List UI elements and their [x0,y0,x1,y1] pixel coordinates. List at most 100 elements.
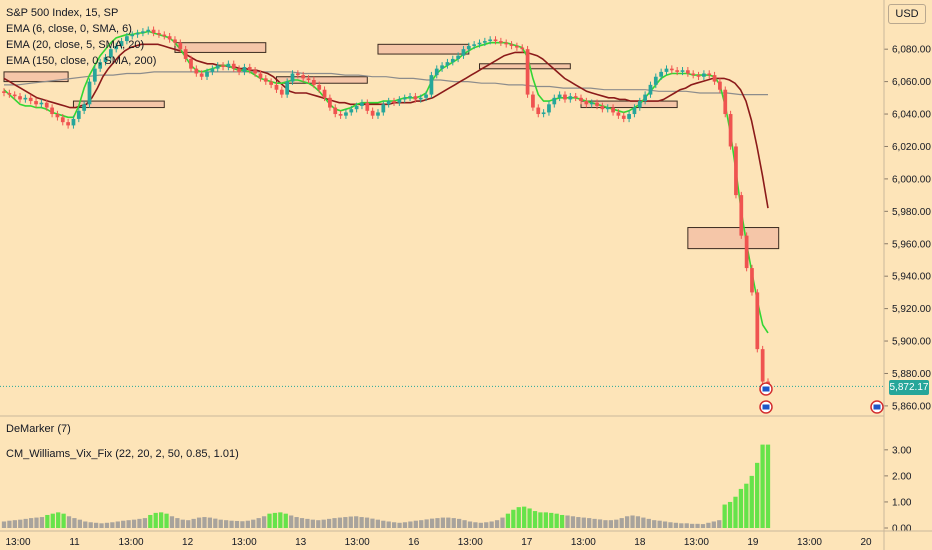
candle-body [151,29,156,33]
price-tick-label: 5,980.00 [892,207,931,218]
vix-bar [700,524,706,528]
vix-bar [690,523,695,528]
vix-bar [7,520,12,528]
candle-body [253,70,257,74]
vix-bar [619,518,624,528]
vix-bar [494,520,500,528]
candle-body [755,292,760,350]
demarker-legend[interactable]: DeMarker (7) [6,423,71,435]
vix-bar [375,519,381,528]
vix-bar [505,513,511,528]
candle-body [2,91,6,93]
candle-body [381,104,386,113]
candle-body [34,101,38,105]
time-tick-label: 20 [860,537,872,548]
price-tick-label: 5,960.00 [892,239,931,250]
candle-body [605,107,610,110]
candle-body [718,81,722,90]
candle-body [568,96,573,100]
vix-bar [175,518,180,528]
price-tick-label: 5,860.00 [892,401,931,412]
candle-body [76,110,81,119]
candle-body [637,101,642,108]
candle-body [18,96,22,100]
candle-body [285,81,290,95]
ema-fast-legend[interactable]: EMA (6, close, 0, SMA, 6) [6,23,132,35]
vix-bar [391,522,397,528]
vix-tick-label: 0.00 [892,524,912,535]
ema-slow-legend[interactable]: EMA (150, close, 0, SMA, 200) [6,55,157,67]
vix-bar [34,517,39,528]
vix-fix-legend[interactable]: CM_Williams_Vix_Fix (22, 20, 2, 50, 0.85… [6,448,239,460]
vix-bar [121,520,126,528]
candle-body [541,112,546,115]
vix-bar [158,512,164,528]
candle-body [675,70,680,72]
price-tick-label: 6,000.00 [892,174,931,185]
vix-bar [652,520,657,528]
candle-body [146,29,151,32]
currency-button[interactable]: USD [888,4,926,24]
vix-bar [61,513,66,528]
vix-bar [576,517,581,528]
candle-body [680,70,685,72]
vix-bar [99,523,104,528]
price-zone [3,71,69,83]
candle-body [643,94,647,102]
candle-body [178,42,183,50]
vix-bar [722,504,727,528]
candle-body [691,73,696,76]
vix-bar [261,516,267,528]
candle-body [418,97,423,100]
vix-bar [72,518,77,528]
vix-bar [657,520,662,528]
vix-bar [413,520,418,528]
vix-bar [451,518,456,528]
candle-body [744,235,749,269]
vix-bar [673,522,679,528]
vix-bar [706,522,711,528]
vix-bar [554,513,559,528]
vix-bar [478,522,483,528]
candle-body [199,73,204,77]
vix-bar [727,501,733,528]
price-tick-label: 6,040.00 [892,110,931,121]
candle-body [349,109,354,113]
vix-bar [299,518,305,528]
vix-bar [592,518,597,528]
vix-bar [695,523,700,528]
candle-body [28,97,33,102]
time-tick-label: 13:00 [119,537,144,548]
vix-bar [467,521,473,528]
candle-body [616,112,621,116]
vix-bar [641,517,646,528]
vix-bar [326,518,332,528]
vix-bar [679,523,684,528]
candle-body [456,55,460,59]
candle-body [376,112,380,116]
vix-bar [489,521,494,528]
time-tick-label: 13:00 [458,537,483,548]
candle-body [440,65,444,69]
candle-body [141,31,145,33]
vix-fix-histogram [1,444,771,528]
time-tick-label: 13:00 [232,537,257,548]
vix-bar [522,506,527,528]
vix-bar [511,509,516,528]
vix-bar [668,522,673,528]
vix-bar [245,520,250,528]
vix-bar [370,518,375,528]
candle-body [579,97,583,102]
price-tick-label: 6,020.00 [892,142,931,153]
candle-body [659,71,664,77]
candle-body [563,94,567,100]
candle-body [135,32,140,35]
candle-body [739,195,744,236]
candle-body [450,58,455,63]
candle-body [466,45,471,50]
candle-body [103,57,108,63]
candle-body [130,34,135,37]
vix-bar [305,518,310,528]
ema-mid-legend[interactable]: EMA (20, close, 5, SMA, 20) [6,39,145,51]
